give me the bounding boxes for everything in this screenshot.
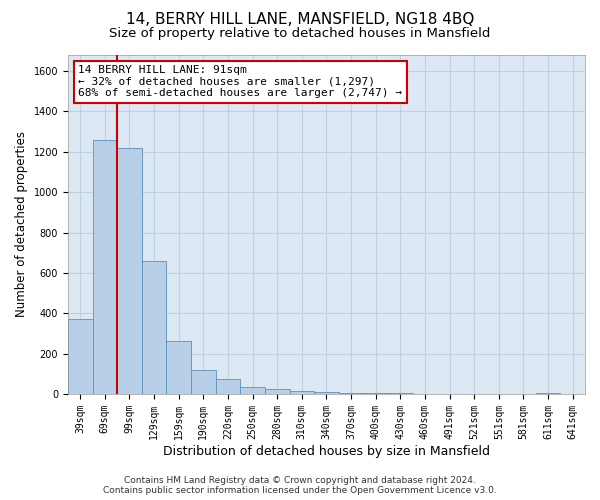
Bar — [142, 261, 166, 394]
Bar — [191, 370, 215, 394]
Bar — [92, 140, 117, 394]
Bar — [536, 392, 560, 394]
Bar — [339, 393, 364, 394]
Bar — [290, 391, 314, 394]
Text: Size of property relative to detached houses in Mansfield: Size of property relative to detached ho… — [109, 28, 491, 40]
Text: 14, BERRY HILL LANE, MANSFIELD, NG18 4BQ: 14, BERRY HILL LANE, MANSFIELD, NG18 4BQ — [126, 12, 474, 28]
Bar — [215, 379, 240, 394]
Bar — [364, 393, 388, 394]
Bar — [68, 320, 92, 394]
Text: 14 BERRY HILL LANE: 91sqm
← 32% of detached houses are smaller (1,297)
68% of se: 14 BERRY HILL LANE: 91sqm ← 32% of detac… — [78, 65, 402, 98]
Text: Contains HM Land Registry data © Crown copyright and database right 2024.
Contai: Contains HM Land Registry data © Crown c… — [103, 476, 497, 495]
Y-axis label: Number of detached properties: Number of detached properties — [15, 132, 28, 318]
Bar — [117, 148, 142, 394]
Bar — [166, 340, 191, 394]
Bar — [265, 389, 290, 394]
Bar — [240, 387, 265, 394]
Bar — [314, 392, 339, 394]
X-axis label: Distribution of detached houses by size in Mansfield: Distribution of detached houses by size … — [163, 444, 490, 458]
